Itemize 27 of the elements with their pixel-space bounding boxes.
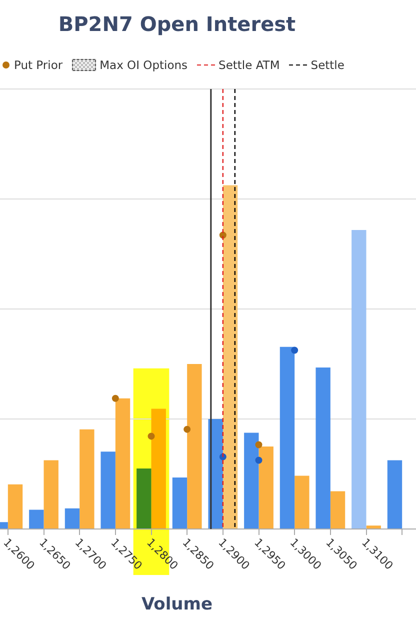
bar	[316, 367, 330, 528]
chart-title: BP2N7 Open Interest	[57, 12, 297, 36]
bar	[115, 398, 130, 528]
bar	[280, 346, 295, 528]
bar	[44, 460, 58, 528]
bar	[244, 432, 259, 528]
bar	[100, 452, 116, 528]
bar	[222, 185, 238, 528]
legend-label: Settle	[310, 58, 344, 72]
legend-label: Settle ATM	[218, 58, 280, 72]
bar	[294, 476, 310, 528]
bar	[8, 484, 23, 528]
bar	[29, 510, 44, 528]
bar	[80, 429, 94, 528]
bar	[64, 508, 80, 528]
bar	[136, 468, 152, 528]
bar	[352, 230, 366, 528]
text: Max OI Options	[100, 58, 188, 72]
bar	[258, 446, 274, 528]
x-axis-title: Volume	[141, 594, 213, 614]
bar	[366, 526, 381, 528]
bar	[187, 364, 202, 528]
legend-label: Put Prior	[14, 58, 63, 72]
bar	[330, 491, 346, 528]
bar	[387, 460, 402, 528]
bar	[151, 408, 166, 528]
bar	[172, 477, 188, 528]
